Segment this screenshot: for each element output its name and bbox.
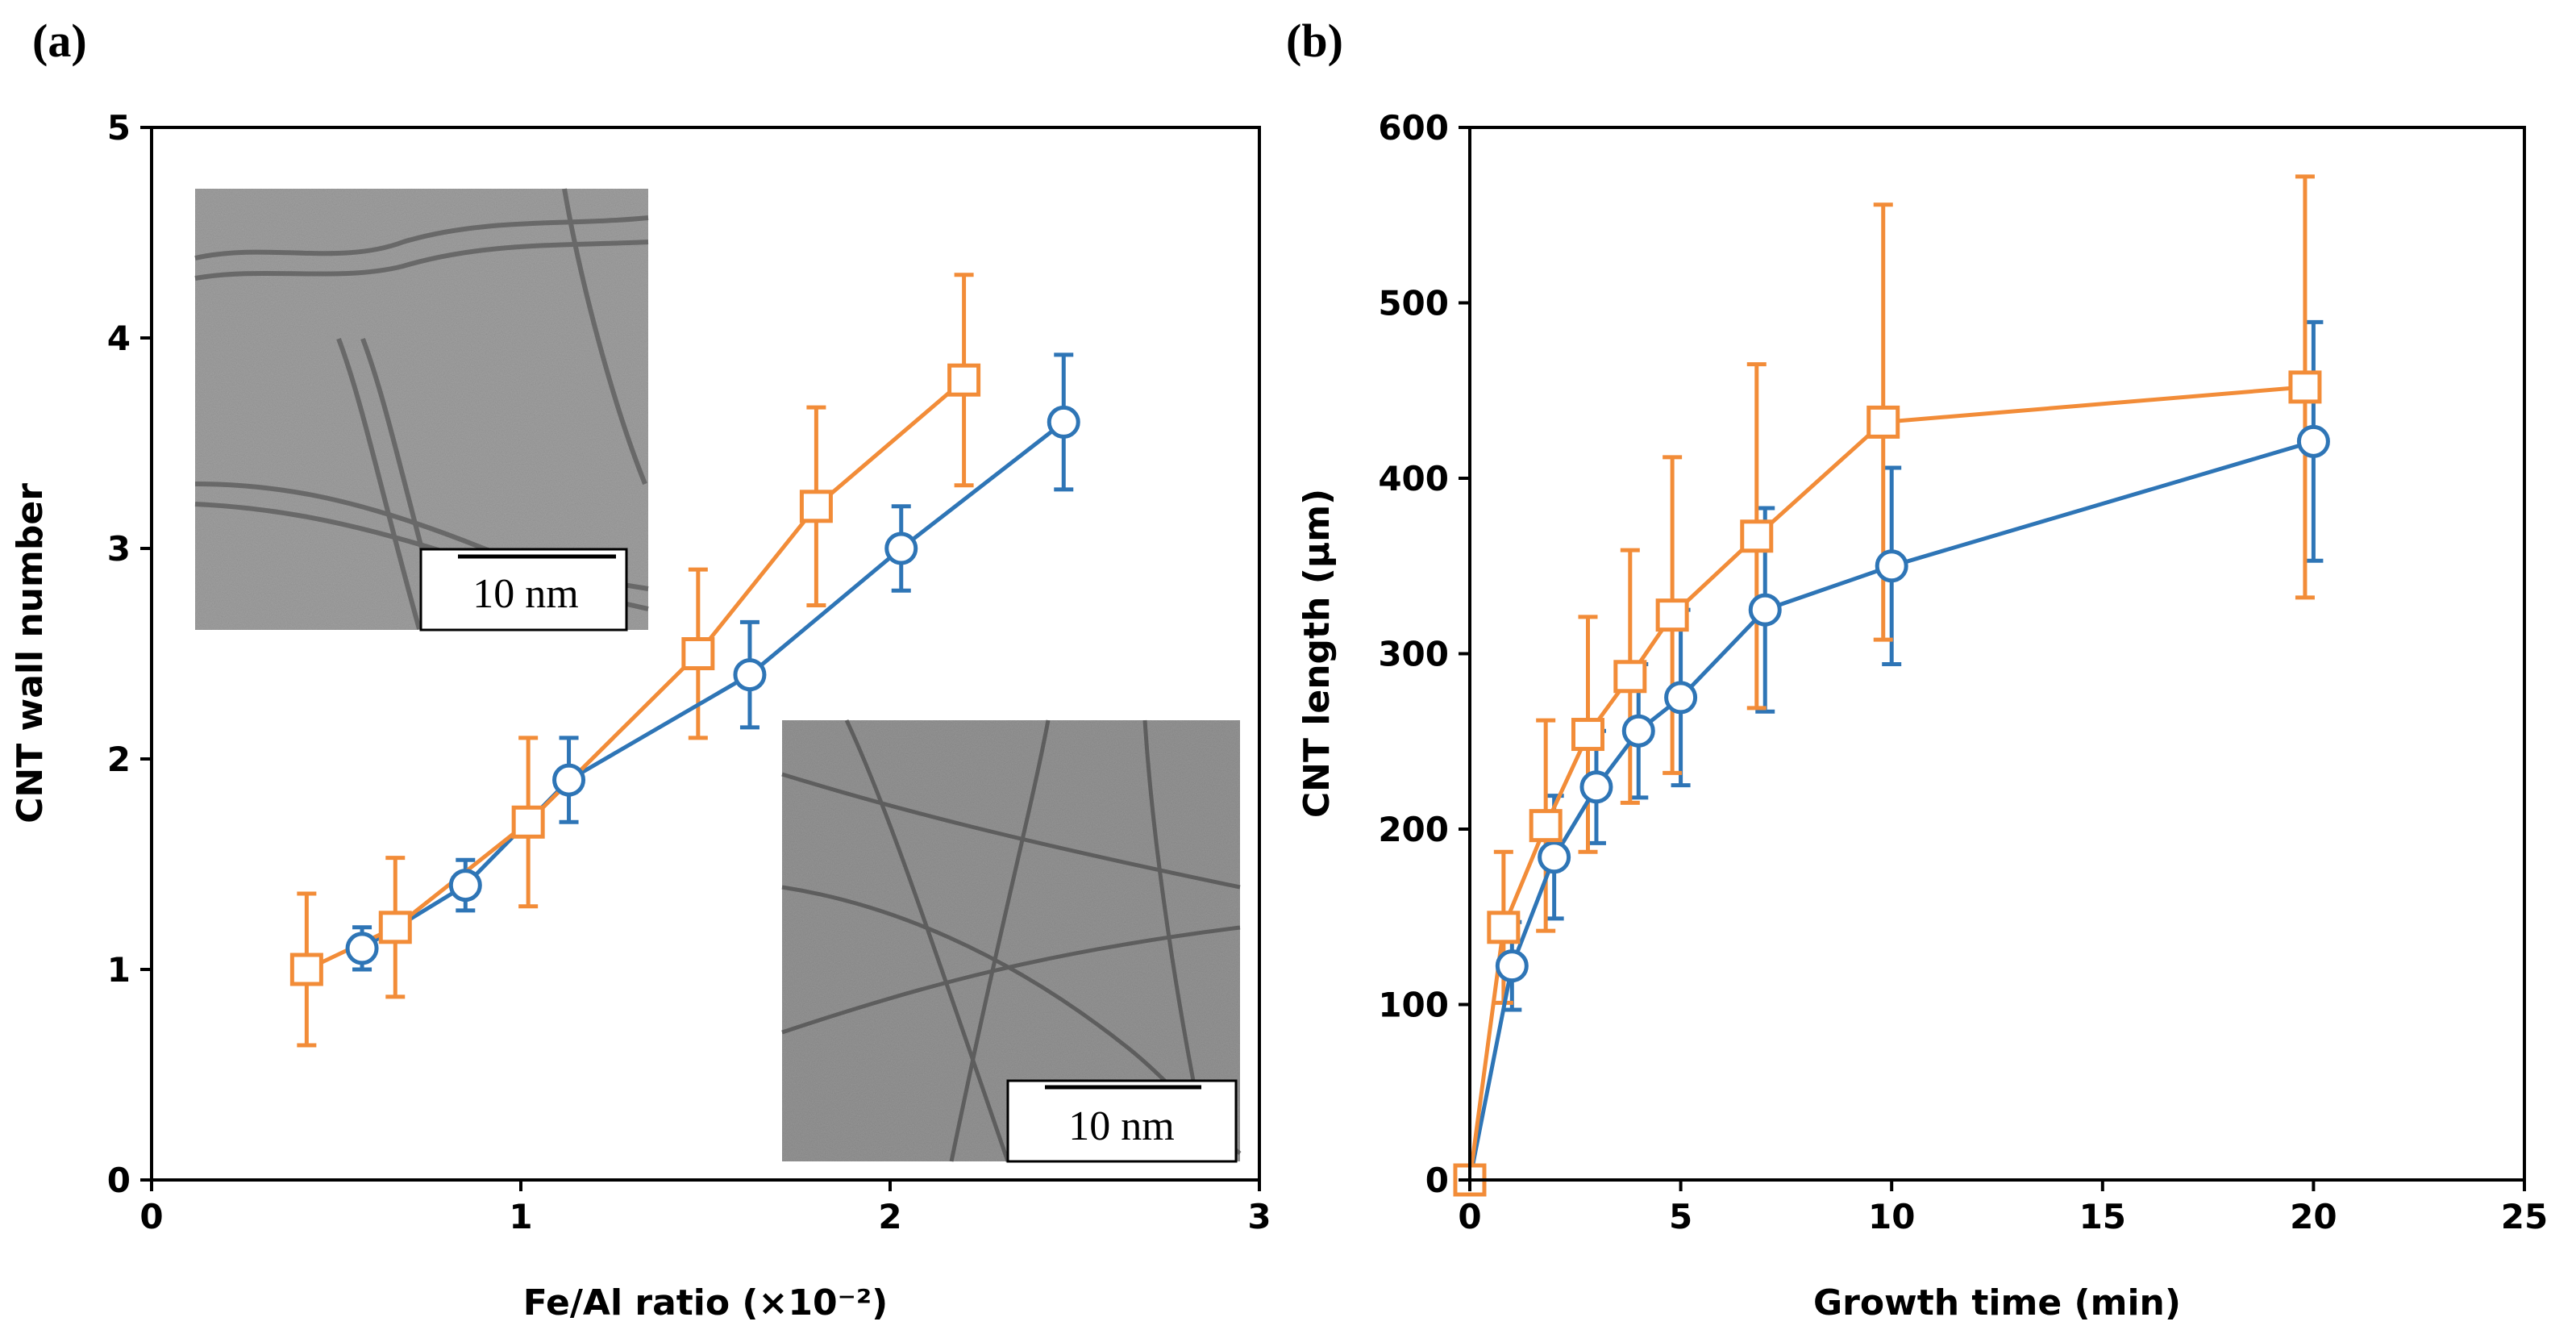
y-tick-label: 4: [107, 319, 131, 358]
y-tick-label: 100: [1378, 986, 1449, 1025]
square-marker: [1529, 809, 1563, 843]
square-marker: [289, 953, 323, 986]
panel-a-ticks: 0 1 2 3 0 1 2 3 4 5: [107, 108, 1271, 1236]
square-marker: [511, 805, 545, 839]
square-marker: [1740, 519, 1774, 553]
y-tick-label: 400: [1378, 459, 1449, 498]
panel-a-ylabel: CNT wall number: [10, 483, 51, 823]
circle-marker: [552, 763, 586, 797]
y-tick-label: 500: [1378, 284, 1449, 323]
y-tick-label: 5: [107, 108, 131, 148]
panel-b-error-bars: [1493, 174, 2324, 1012]
circle-marker: [1047, 405, 1080, 439]
square-marker: [1866, 405, 1900, 439]
circle-marker: [1875, 549, 1908, 583]
circle-series-line: [360, 420, 1065, 951]
circle-marker: [884, 532, 918, 565]
y-tick-label: 200: [1378, 810, 1449, 849]
panel-b-ticks: 0 5 10 15 20 25 0 100 200 300 400 500 600: [1378, 108, 2548, 1236]
circle-marker: [1748, 593, 1782, 627]
scale-box-top: [419, 548, 628, 632]
x-tick-label: 10: [1868, 1197, 1915, 1236]
circle-marker: [1538, 840, 1571, 874]
panel-a-letter: (a): [32, 15, 87, 67]
square-marker: [1571, 718, 1604, 752]
square-marker: [378, 911, 412, 944]
y-tick-label: 0: [107, 1161, 131, 1200]
y-tick-label: 600: [1378, 108, 1449, 148]
scale-box-bottom: [1006, 1079, 1238, 1163]
circle-marker: [733, 658, 767, 692]
tem-image-top: 10 nm: [194, 188, 649, 632]
circle-marker: [1621, 714, 1655, 748]
scale-label-bottom: 10 nm: [1068, 1103, 1174, 1149]
x-tick-label: 20: [2290, 1197, 2337, 1236]
circle-marker: [448, 869, 482, 903]
panel-a-markers: [289, 363, 1080, 986]
x-tick-label: 15: [2079, 1197, 2126, 1236]
y-tick-label: 2: [107, 740, 131, 779]
panel-b-plot-frame: [1468, 126, 2526, 1182]
square-marker: [1655, 598, 1689, 632]
circle-marker: [1579, 770, 1613, 804]
circle-marker: [345, 932, 379, 965]
square-marker: [1613, 660, 1647, 694]
x-tick-label: 3: [1247, 1197, 1271, 1236]
square-marker: [2288, 370, 2322, 404]
x-tick-label: 0: [139, 1197, 163, 1236]
panel-a-xlabel: Fe/Al ratio (×10⁻²): [523, 1282, 888, 1324]
square-marker: [681, 637, 715, 670]
scale-label-top: 10 nm: [472, 571, 578, 617]
square-marker: [1487, 911, 1521, 944]
panel-a-chart: 10 nm 10 nm 0 1 2 3 0 1 2 3 4 5 Fe/Al ratio (×10⁻…: [10, 108, 1271, 1324]
y-tick-label: 0: [1425, 1161, 1449, 1200]
panel-b-ylabel: CNT length (μm): [1296, 489, 1338, 818]
x-tick-label: 2: [878, 1197, 901, 1236]
x-tick-label: 5: [1669, 1197, 1692, 1236]
circle-marker: [1664, 681, 1698, 715]
square-marker: [799, 490, 833, 523]
square-marker: [947, 363, 981, 397]
panel-a-plot-frame: [150, 126, 1261, 1182]
circle-marker: [2296, 424, 2330, 458]
y-tick-label: 1: [107, 950, 131, 990]
x-tick-label: 1: [509, 1197, 532, 1236]
x-tick-label: 0: [1458, 1197, 1481, 1236]
panel-b-letter: (b): [1286, 15, 1343, 67]
tem-image-bottom: 10 nm: [781, 719, 1242, 1163]
panel-b-xlabel: Growth time (min): [1813, 1282, 2181, 1324]
x-tick-label: 25: [2501, 1197, 2548, 1236]
panel-b-chart: 0 5 10 15 20 25 0 100 200 300 400 500 600 Growth tim…: [1296, 108, 2548, 1324]
y-tick-label: 300: [1378, 635, 1449, 674]
y-tick-label: 3: [107, 529, 131, 569]
circle-marker: [1495, 949, 1529, 983]
